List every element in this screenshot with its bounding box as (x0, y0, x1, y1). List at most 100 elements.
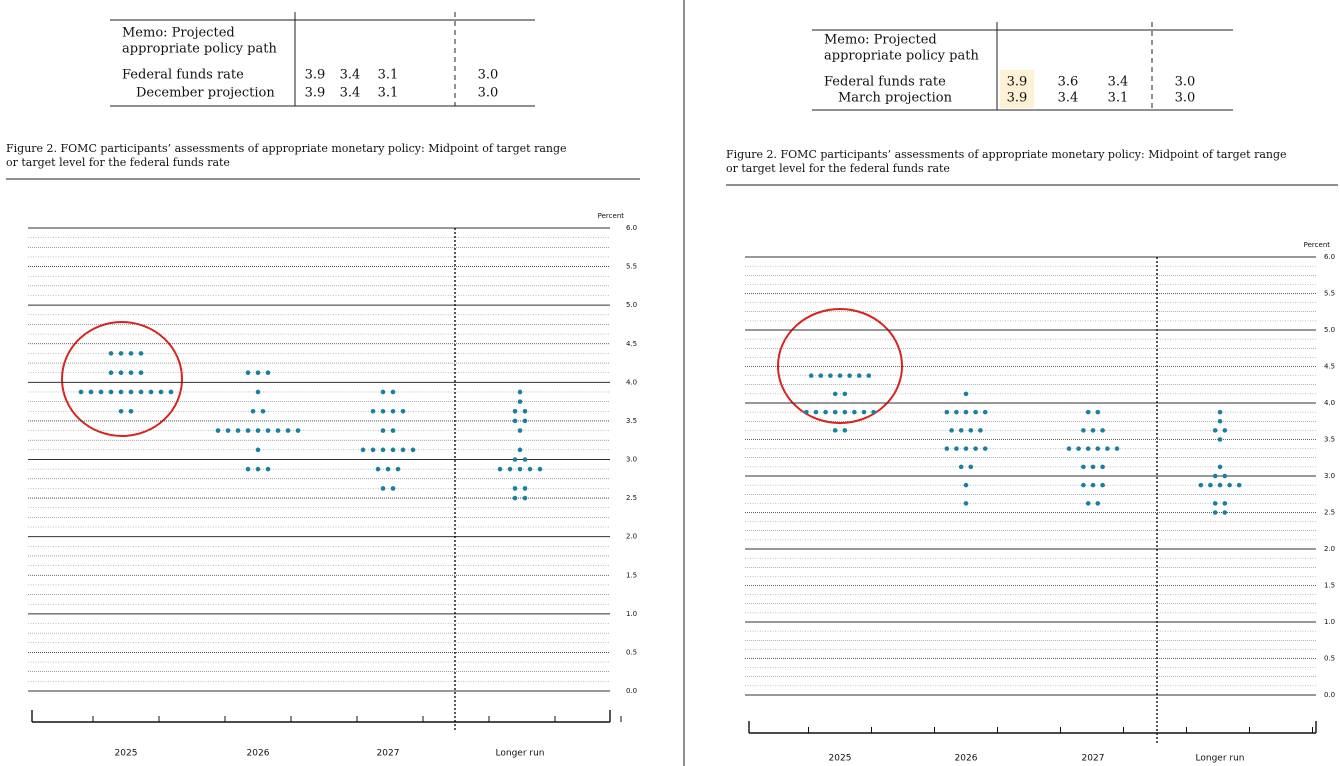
dot (400, 447, 406, 453)
memo-text: Memo: Projected (824, 33, 937, 48)
dot (118, 351, 124, 356)
dot (1217, 482, 1223, 488)
dot (1217, 409, 1223, 415)
cell: 3.4 (340, 86, 361, 101)
dot (982, 409, 988, 415)
dot (375, 466, 381, 472)
dot (1212, 501, 1218, 506)
dot (512, 408, 518, 414)
dot (527, 466, 533, 472)
dot (1217, 437, 1223, 442)
dot (235, 428, 241, 433)
dot (512, 418, 518, 424)
dot (158, 389, 164, 395)
dot (1090, 464, 1096, 470)
dot (1081, 464, 1086, 470)
dot (390, 389, 396, 395)
x-tick-label: 2025 (829, 754, 852, 764)
dot (380, 408, 386, 414)
cell: 3.9 (305, 86, 326, 101)
annotation-circle (777, 308, 903, 424)
y-tick-label: 2.5 (1324, 509, 1335, 517)
dot (512, 495, 518, 501)
y-tick-label: 4.5 (626, 340, 637, 348)
y-tick-label: 5.0 (626, 301, 637, 309)
dot (958, 428, 964, 433)
row-label: December projection (136, 86, 275, 101)
dot (828, 373, 833, 378)
dot (842, 391, 848, 397)
y-tick-label: 2.0 (626, 533, 637, 541)
dot (949, 428, 954, 433)
dot (804, 409, 809, 415)
dot (400, 408, 406, 414)
dot (522, 418, 528, 424)
cell: 3.9 (1007, 75, 1028, 90)
dot (832, 409, 838, 415)
dot (1208, 482, 1213, 488)
cell: 3.4 (1108, 75, 1129, 90)
dot (847, 373, 852, 378)
chart-title: or target level for the federal funds ra… (6, 156, 230, 169)
dot (1085, 446, 1091, 451)
dot (522, 486, 528, 491)
dot (832, 391, 838, 397)
dot (856, 373, 862, 378)
dot (128, 351, 134, 356)
dot (522, 495, 528, 501)
dot (380, 389, 386, 395)
dot (285, 428, 291, 433)
dot (1236, 482, 1242, 488)
cell: 3.1 (378, 86, 399, 101)
dot (255, 466, 261, 472)
dot (818, 373, 824, 378)
dot (1198, 482, 1204, 488)
dot (128, 370, 134, 375)
dot (118, 408, 124, 414)
dot (944, 409, 950, 415)
dot (1212, 473, 1218, 479)
dot (982, 446, 988, 451)
dot (380, 428, 386, 433)
dot (255, 447, 261, 453)
memo-text: Memo: Projected (122, 26, 235, 41)
cell: 3.1 (1108, 91, 1129, 106)
dot (832, 428, 838, 433)
cell: 3.0 (1175, 75, 1196, 90)
dot (98, 389, 104, 395)
dot (255, 428, 261, 433)
dot (973, 446, 978, 451)
x-tick-label: 2027 (1082, 754, 1105, 764)
dot (260, 408, 266, 414)
dot (507, 466, 513, 472)
dot (1076, 446, 1081, 451)
dot (1114, 446, 1120, 451)
dot (148, 389, 154, 395)
dot (512, 457, 518, 462)
dot (1212, 510, 1218, 515)
y-tick-label: 3.0 (1324, 472, 1335, 480)
dot (1090, 428, 1096, 433)
chart-title: Figure 2. FOMC participants’ assessments… (726, 148, 1287, 161)
dot (1085, 409, 1091, 415)
dot (537, 466, 543, 472)
dot (395, 466, 401, 472)
dot (108, 389, 114, 395)
dot (1100, 482, 1105, 488)
dot (1095, 446, 1101, 451)
dot (963, 446, 969, 451)
y-tick-label: 6.0 (626, 224, 637, 232)
dot (1222, 473, 1228, 479)
row-label: March projection (838, 91, 953, 106)
cell: 3.0 (1175, 91, 1196, 106)
y-axis-label: Percent (1304, 241, 1331, 249)
dot (360, 447, 366, 453)
y-tick-label: 1.5 (626, 571, 637, 579)
dot (1066, 446, 1072, 451)
y-tick-label: 1.0 (1324, 618, 1335, 626)
highlight (1000, 70, 1034, 108)
dot (1100, 464, 1105, 470)
x-tick-label: 2026 (247, 749, 270, 759)
